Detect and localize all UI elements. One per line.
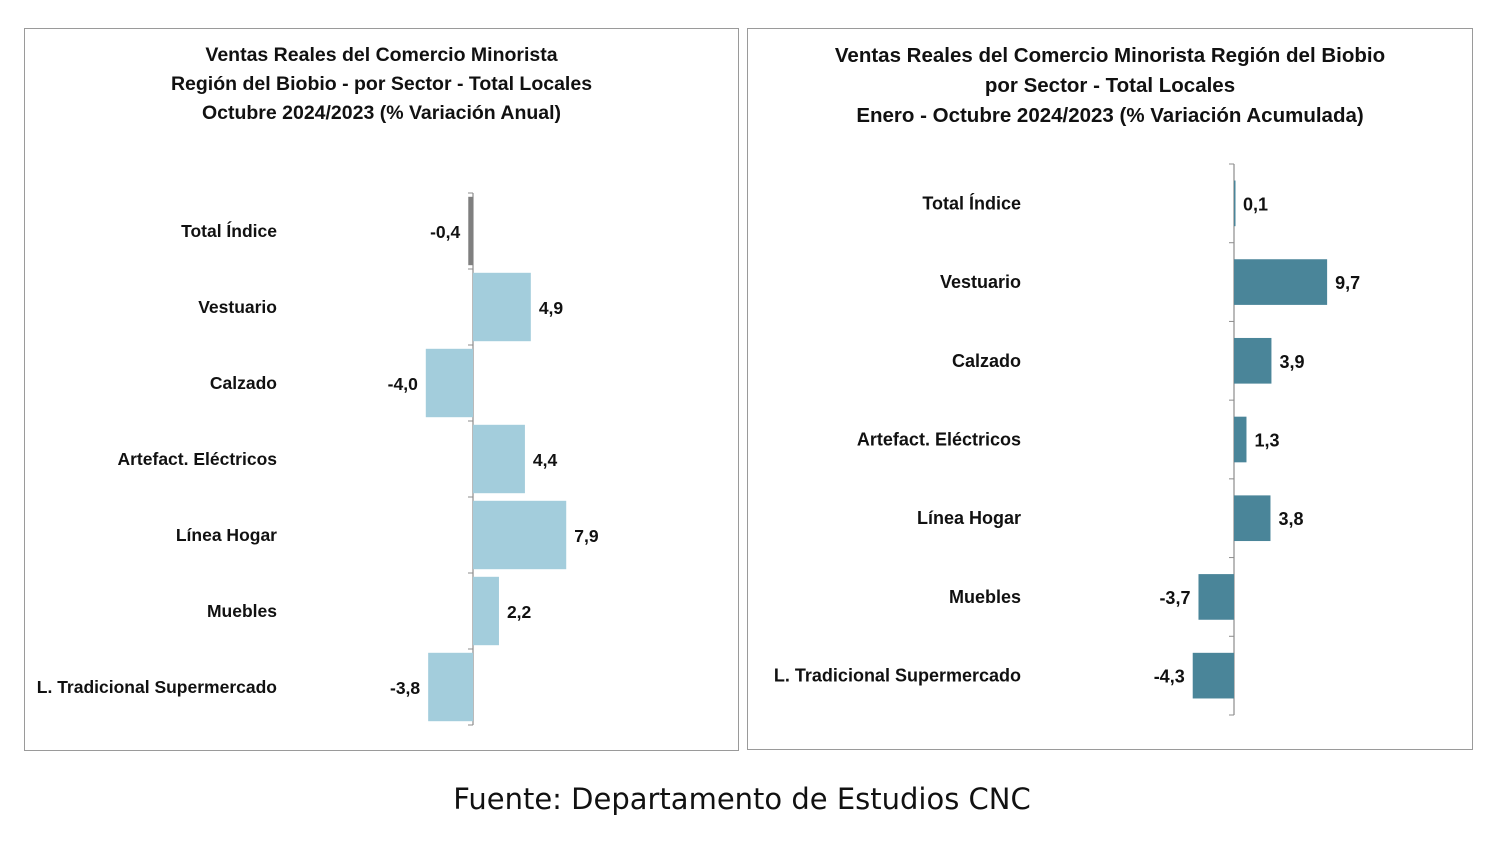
data-label: -4,3 bbox=[1154, 667, 1185, 687]
data-label: -4,0 bbox=[388, 374, 418, 394]
bar-1 bbox=[473, 272, 531, 342]
category-label: L. Tradicional Supermercado bbox=[774, 666, 1021, 686]
category-label: Total Índice bbox=[922, 192, 1021, 213]
source-note: Fuente: Departamento de Estudios CNC bbox=[453, 782, 1031, 816]
data-label: -3,7 bbox=[1159, 588, 1190, 608]
category-label: Artefact. Eléctricos bbox=[857, 430, 1021, 450]
chart-title-line: Ventas Reales del Comercio Minorista Reg… bbox=[834, 44, 1386, 67]
data-label: 3,8 bbox=[1278, 509, 1303, 529]
category-label: L. Tradicional Supermercado bbox=[37, 677, 277, 697]
category-label: Artefact. Eléctricos bbox=[117, 449, 277, 469]
data-label: -0,4 bbox=[430, 222, 460, 242]
chart-title-line: Ventas Reales del Comercio Minorista bbox=[205, 44, 558, 66]
category-label: Línea Hogar bbox=[917, 508, 1021, 528]
bar-0 bbox=[1234, 180, 1236, 227]
category-label: Calzado bbox=[210, 373, 277, 393]
data-label: -3,8 bbox=[390, 678, 420, 698]
category-label: Muebles bbox=[949, 587, 1021, 607]
chart-title-cumulative: Ventas Reales del Comercio Minorista Reg… bbox=[748, 41, 1472, 131]
chart-title-line: por Sector - Total Locales bbox=[984, 74, 1236, 97]
bar-0 bbox=[468, 196, 473, 266]
chart-title-line: Región del Biobio - por Sector - Total L… bbox=[170, 73, 593, 95]
bar-6 bbox=[1192, 652, 1234, 699]
bar-6 bbox=[428, 652, 473, 722]
data-label: 0,1 bbox=[1243, 194, 1268, 214]
category-label: Calzado bbox=[952, 351, 1021, 371]
chart-panel-cumulative: Ventas Reales del Comercio Minorista Reg… bbox=[747, 28, 1473, 750]
bar-2 bbox=[1234, 337, 1272, 384]
data-label: 4,9 bbox=[539, 298, 564, 318]
data-label: 7,9 bbox=[574, 526, 599, 546]
bar-4 bbox=[1234, 495, 1271, 542]
data-label: 2,2 bbox=[507, 602, 532, 622]
data-label: 4,4 bbox=[533, 450, 558, 470]
chart-title-line: Octubre 2024/2023 (% Variación Anual) bbox=[201, 102, 562, 124]
bar-3 bbox=[473, 424, 525, 494]
bar-chart-cumulative: Total Índice 0,1 Vestuario 9,7 Calzado 3,9 Art… bbox=[774, 163, 1360, 716]
bar-5 bbox=[473, 576, 499, 646]
bar-1 bbox=[1234, 259, 1328, 305]
bar-3 bbox=[1234, 416, 1247, 463]
chart-title-annual: Ventas Reales del Comercio Minorista Reg… bbox=[25, 41, 738, 128]
chart-title-line: Enero - Octubre 2024/2023 (% Variación A… bbox=[856, 104, 1364, 127]
category-label: Vestuario bbox=[940, 272, 1021, 292]
data-label: 9,7 bbox=[1335, 273, 1360, 293]
bar-chart-annual: Total Índice -0,4 Vestuario 4,9 Calzado -4,0 A… bbox=[37, 192, 599, 726]
category-label: Línea Hogar bbox=[176, 525, 277, 545]
data-label: 3,9 bbox=[1279, 352, 1304, 372]
bar-2 bbox=[425, 348, 473, 418]
category-label: Muebles bbox=[207, 601, 277, 621]
data-label: 1,3 bbox=[1254, 431, 1279, 451]
category-label: Vestuario bbox=[198, 297, 277, 317]
chart-panel-annual: Ventas Reales del Comercio Minorista Reg… bbox=[24, 28, 739, 751]
bar-5 bbox=[1198, 574, 1234, 620]
bar-4 bbox=[473, 500, 567, 570]
category-label: Total Índice bbox=[181, 220, 277, 241]
